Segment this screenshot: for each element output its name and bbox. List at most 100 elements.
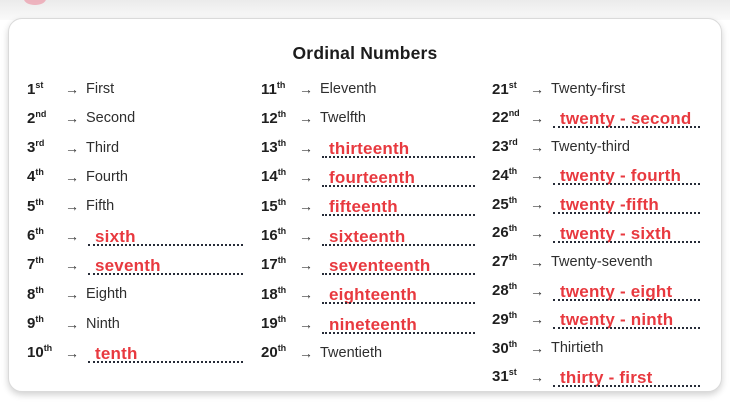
ordinal-number: 28th	[492, 281, 518, 300]
arrow-icon: →	[65, 227, 79, 244]
ordinal-word-handwritten: fourteenth	[329, 167, 416, 187]
ordinal-suffix: th	[508, 338, 518, 349]
ordinal-number: 20th	[261, 343, 287, 362]
dotted-line	[553, 298, 700, 301]
dotted-line	[322, 272, 475, 275]
ordinal-word-handwritten: twenty - eight	[560, 281, 673, 301]
ordinal-word-handwritten: sixteenth	[329, 226, 406, 246]
ordinal-word-printed: Eighth	[86, 286, 128, 303]
ordinal-number: 2nd	[27, 108, 47, 127]
ordinal-word-handwritten: fifteenth	[329, 197, 398, 217]
page-title: Ordinal Numbers	[292, 43, 438, 63]
arrow-icon: →	[530, 109, 544, 126]
ordinal-suffix: th	[43, 343, 53, 354]
arrow-icon: →	[299, 344, 313, 361]
ordinal-word-printed: Fourth	[86, 168, 128, 185]
arrow-icon: →	[530, 253, 544, 270]
arrow-icon: →	[530, 224, 544, 241]
ordinal-suffix: th	[35, 255, 44, 266]
ordinal-word-handwritten: seventh	[95, 255, 161, 275]
ordinal-suffix: rd	[508, 137, 518, 148]
ordinal-row: 22nd → twenty - second	[492, 108, 700, 128]
ordinal-number: 11th	[261, 79, 286, 98]
ordinal-row: 8th → Eighth	[27, 284, 243, 304]
ordinal-suffix: th	[277, 284, 287, 295]
arrow-icon: →	[299, 110, 313, 127]
arrow-icon: →	[530, 138, 544, 155]
answer-blank: tenth	[86, 343, 243, 363]
page-top-shade	[0, 0, 730, 20]
ordinal-suffix: th	[35, 314, 44, 325]
ordinal-number: 1st	[27, 79, 44, 98]
ordinal-number: 13th	[261, 138, 287, 157]
dotted-line	[88, 360, 243, 363]
ordinal-word-handwritten: sixth	[95, 226, 136, 246]
ordinal-number: 12th	[261, 108, 287, 127]
dotted-line	[553, 384, 700, 387]
ordinal-word-printed: Third	[86, 139, 120, 156]
arrow-icon: →	[299, 139, 313, 156]
ordinal-row: 25th → twenty -fifth	[492, 194, 700, 215]
arrow-icon: →	[530, 167, 544, 184]
ordinal-number: 23rd	[492, 137, 518, 156]
ordinal-number: 3rd	[27, 138, 45, 157]
arrow-icon: →	[65, 139, 79, 156]
arrow-icon: →	[530, 340, 544, 357]
answer-blank: sixth	[86, 226, 243, 246]
ordinal-number: 10th	[27, 343, 53, 362]
ordinal-word-handwritten: twenty - ninth	[560, 310, 674, 330]
ordinal-suffix: th	[508, 223, 518, 234]
answer-blank: twenty - eight	[551, 281, 700, 301]
ordinal-number: 6th	[27, 226, 44, 245]
ordinal-suffix: st	[35, 79, 44, 90]
ordinal-row: 19th → nineteenth	[261, 314, 475, 334]
arrow-icon: →	[530, 368, 544, 385]
ordinal-number: 7th	[27, 255, 44, 274]
ordinal-column-3: 21st → Twenty-first 22nd → twenty - seco…	[492, 79, 700, 387]
ordinal-column-1: 1st → First 2nd → Second 3rd → Third 4th…	[27, 79, 243, 363]
ordinal-word-printed: Second	[86, 110, 136, 127]
ordinal-row: 18th → eighteenth	[261, 284, 475, 305]
ordinal-row: 9th → Ninth	[27, 314, 243, 334]
ordinal-row: 27th → Twenty-seventh	[492, 252, 700, 272]
pink-highlight-mark	[24, 0, 46, 5]
dotted-line	[553, 327, 700, 330]
arrow-icon: →	[65, 168, 79, 185]
ordinal-number: 27th	[492, 252, 518, 271]
ordinal-word-printed: First	[86, 81, 115, 97]
answer-blank: nineteenth	[320, 314, 475, 334]
ordinal-suffix: th	[508, 252, 518, 263]
ordinal-row: 14th → fourteenth	[261, 167, 475, 187]
arrow-icon: →	[299, 286, 313, 303]
dotted-line	[553, 240, 700, 243]
ordinal-row: 6th → sixth	[27, 226, 243, 246]
answer-blank: fifteenth	[320, 196, 475, 217]
ordinal-suffix: th	[35, 226, 44, 237]
ordinal-word-printed: Ninth	[86, 315, 120, 332]
ordinal-word-printed: Fifth	[86, 198, 115, 215]
ordinal-suffix: th	[277, 138, 287, 149]
ordinal-word-printed: Twenty-seventh	[551, 253, 653, 270]
arrow-icon: →	[530, 196, 544, 213]
ordinal-number: 29th	[492, 309, 518, 328]
arrow-icon: →	[65, 81, 79, 97]
ordinal-number: 4th	[27, 167, 44, 186]
ordinal-suffix: th	[508, 309, 518, 320]
ordinal-suffix: th	[277, 255, 287, 266]
dotted-line	[88, 272, 243, 275]
ordinal-suffix: st	[508, 79, 517, 90]
ordinal-row: 30th → Thirtieth	[492, 338, 700, 358]
arrow-icon: →	[65, 344, 79, 361]
dotted-line	[322, 155, 475, 158]
ordinal-suffix: rd	[35, 138, 45, 149]
ordinal-row: 12th → Twelfth	[261, 108, 475, 128]
ordinal-suffix: th	[277, 196, 287, 207]
ordinal-row: 10th → tenth	[27, 343, 243, 363]
arrow-icon: →	[299, 256, 313, 273]
ordinal-word-handwritten: eighteenth	[329, 285, 417, 305]
worksheet-card: Ordinal Numbers 1st → First 2nd → Second…	[8, 18, 722, 392]
ordinal-number: 17th	[261, 255, 287, 274]
arrow-icon: →	[530, 81, 544, 97]
arrow-icon: →	[299, 81, 313, 97]
ordinal-suffix: th	[277, 314, 287, 325]
